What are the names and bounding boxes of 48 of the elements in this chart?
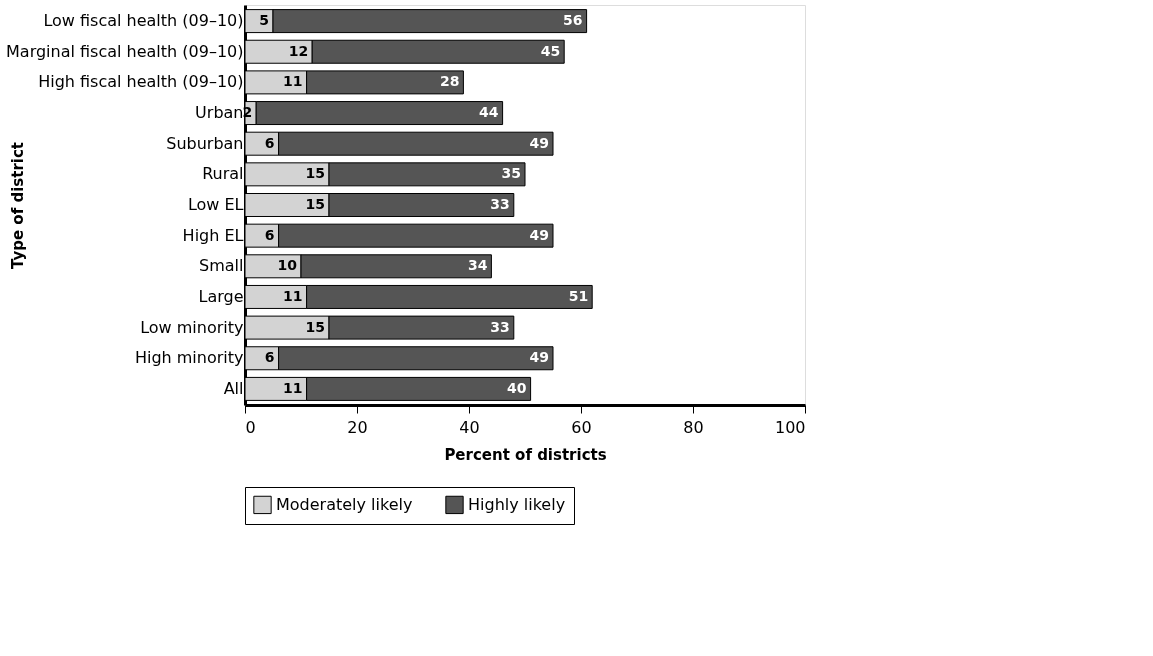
- y-tick-label: Low minority: [140, 317, 244, 337]
- data-label: 35: [501, 165, 521, 182]
- y-tick-label: All: [223, 378, 244, 398]
- x-tick-label: 20: [347, 417, 368, 437]
- legend-label: Highly likely: [468, 494, 566, 514]
- data-label: 45: [540, 42, 561, 59]
- x-tick-label: 40: [459, 417, 480, 437]
- x-axis-title: Percent of districts: [444, 445, 607, 464]
- data-label: 6: [264, 349, 275, 366]
- y-tick-label: Low fiscal health (09–10): [43, 11, 244, 31]
- y-tick-label: Marginal fiscal health (09–10): [6, 41, 244, 61]
- data-label: 15: [305, 196, 325, 212]
- x-tick-label: 60: [571, 417, 592, 437]
- data-label: 15: [305, 165, 325, 182]
- data-label: 11: [283, 287, 303, 304]
- y-tick-label: Large: [198, 286, 244, 306]
- data-label: 28: [439, 73, 460, 90]
- x-tick-label: 100: [774, 417, 806, 437]
- data-label: 56: [563, 12, 583, 29]
- data-label: 15: [305, 318, 325, 335]
- x-tick-label: 80: [683, 417, 704, 437]
- data-label: 12: [288, 42, 309, 59]
- y-tick-label: High EL: [182, 225, 244, 245]
- y-tick-label: Urban: [195, 103, 244, 123]
- y-tick-label: Low EL: [187, 195, 244, 214]
- x-tick-label: 0: [245, 417, 256, 437]
- data-label: 11: [283, 379, 303, 396]
- y-tick-label: Small: [199, 256, 244, 276]
- data-label: 51: [568, 287, 589, 304]
- y-tick-label: High fiscal health (09–10): [38, 72, 244, 92]
- y-axis-title: Type of district: [8, 142, 27, 269]
- y-tick-label: High minority: [134, 348, 244, 368]
- legend-label: Moderately likely: [276, 494, 413, 514]
- data-label: 10: [277, 257, 298, 274]
- data-label: 44: [479, 104, 499, 121]
- y-tick-label: Suburban: [166, 133, 244, 153]
- data-label: 5: [259, 12, 269, 29]
- data-label: 34: [467, 257, 488, 274]
- data-label: 49: [529, 134, 549, 151]
- data-label: 49: [529, 349, 549, 366]
- data-label: 6: [264, 226, 275, 243]
- y-tick-label: Rural: [202, 164, 244, 184]
- data-label: 33: [490, 318, 510, 335]
- data-label: 40: [507, 379, 527, 396]
- data-label: 49: [529, 226, 549, 243]
- data-label: 11: [283, 73, 303, 90]
- data-label: 33: [490, 196, 510, 212]
- data-label: 6: [264, 134, 275, 151]
